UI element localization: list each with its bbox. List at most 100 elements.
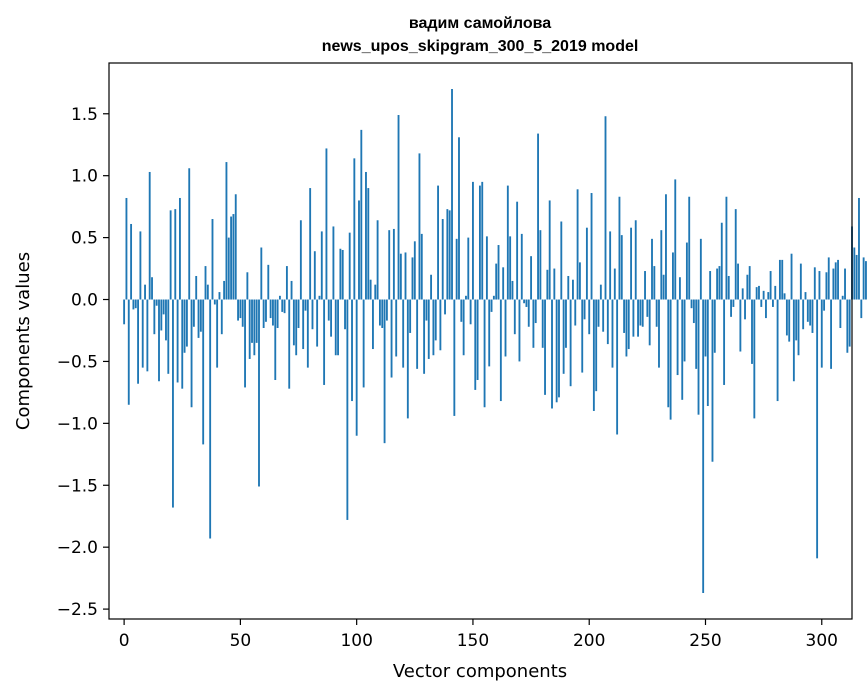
bar [723, 299, 726, 385]
bar [246, 272, 249, 300]
bar [774, 285, 777, 300]
bar [395, 299, 398, 357]
bar [704, 299, 707, 357]
bar [292, 299, 295, 346]
bar [783, 293, 786, 300]
bar [172, 299, 174, 508]
bar [178, 197, 181, 300]
bar [739, 299, 742, 352]
bar [434, 299, 437, 341]
bar [730, 299, 733, 317]
bar [416, 299, 419, 369]
bar [837, 259, 839, 300]
bar [841, 295, 844, 300]
chart-title-line2: news_upos_skipgram_300_5_2019 model [322, 38, 639, 55]
bar [744, 299, 746, 320]
bar [567, 275, 570, 300]
bar [372, 299, 374, 350]
bar [402, 299, 405, 368]
bar [751, 299, 753, 364]
bar [672, 252, 674, 300]
bar [518, 299, 521, 362]
bar [532, 299, 535, 348]
bar [572, 279, 574, 300]
bar [355, 299, 358, 436]
bar [427, 299, 430, 359]
bar [748, 266, 751, 300]
bar [606, 299, 609, 345]
bar [769, 271, 772, 300]
bar [469, 299, 472, 325]
bar [362, 299, 365, 388]
bar [483, 299, 486, 408]
bar [369, 279, 372, 300]
bar [488, 299, 491, 367]
bar [797, 299, 800, 356]
bar [669, 299, 672, 420]
bar [265, 299, 267, 322]
bar [753, 299, 756, 419]
y-tick-label: −0.5 [57, 352, 98, 372]
bar [681, 299, 684, 400]
bar [734, 209, 737, 300]
bar [272, 299, 274, 326]
bar [530, 256, 533, 300]
bar [313, 251, 316, 300]
bar [616, 299, 619, 435]
bar [206, 284, 209, 300]
plot-frame [108, 62, 853, 620]
bar [718, 266, 721, 300]
bar [527, 299, 530, 327]
bar [823, 299, 826, 311]
bar [462, 299, 465, 356]
bar [295, 299, 298, 356]
bar [762, 290, 765, 300]
bar [276, 299, 279, 328]
y-axis: −2.5 −2.0 −1.5 −1.0 −0.5 0.0 0.5 1.0 1.5 [57, 105, 109, 620]
bar [458, 137, 460, 300]
y-tick-label: −2.0 [57, 538, 98, 558]
bar [239, 299, 242, 319]
x-tick-label: 150 [457, 631, 489, 651]
bar [137, 299, 139, 384]
bar [444, 299, 446, 315]
bar [269, 299, 272, 319]
bar [334, 299, 337, 356]
bar [169, 210, 172, 300]
bar [332, 226, 335, 300]
bar [662, 274, 665, 300]
bar [578, 262, 581, 300]
bar [839, 299, 842, 328]
bar [597, 299, 600, 327]
bar [667, 299, 670, 408]
y-tick-label: 0.0 [71, 291, 98, 311]
bar [390, 299, 393, 378]
bar [399, 253, 402, 300]
bar [420, 233, 423, 300]
bar [627, 299, 630, 350]
bar [523, 299, 526, 304]
bar [818, 271, 821, 300]
bar [141, 299, 144, 368]
bar [360, 129, 363, 300]
bar [590, 193, 593, 300]
bar [778, 259, 781, 300]
bar [653, 266, 656, 300]
bar [358, 200, 360, 300]
x-axis: 0 50 100 150 200 250 300 [119, 619, 838, 651]
bar [697, 299, 700, 415]
bar [123, 299, 126, 325]
bar [432, 299, 435, 356]
bar [160, 299, 163, 331]
bar [127, 299, 130, 405]
bar [776, 299, 779, 402]
bar [202, 299, 205, 445]
bar [423, 299, 426, 374]
bar [337, 299, 339, 356]
bar [320, 231, 323, 300]
bar [565, 299, 567, 348]
bar [613, 268, 616, 300]
bar [813, 267, 816, 300]
bar [795, 299, 798, 341]
